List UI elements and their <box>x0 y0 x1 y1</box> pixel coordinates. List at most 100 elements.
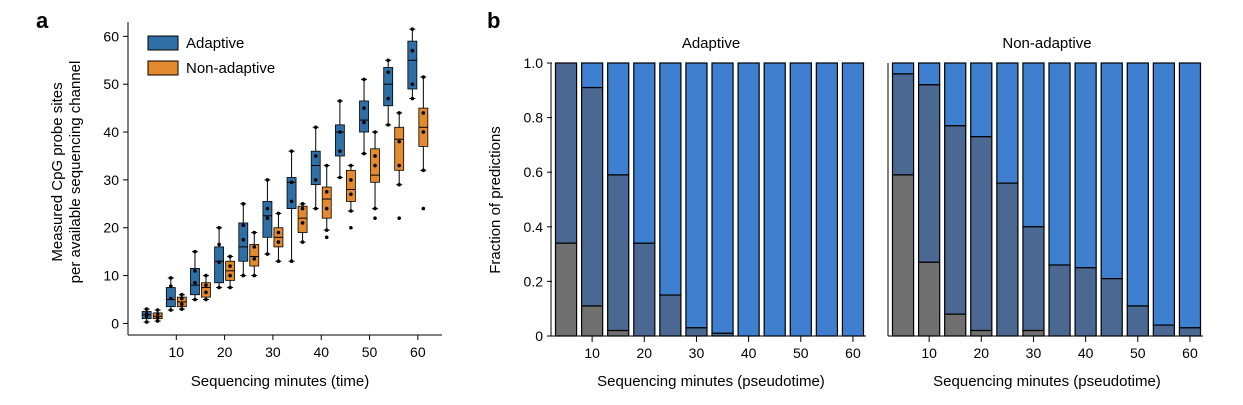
adaptive-bar-top-segment <box>841 62 865 337</box>
non-adaptive-bar-middle-segment <box>1178 327 1202 337</box>
adaptive-point <box>193 249 197 254</box>
adaptive-point <box>169 308 173 312</box>
adaptive-point <box>169 284 173 288</box>
panel-letter-a: a <box>36 8 49 33</box>
non-adaptive-bar-middle-segment <box>891 73 915 176</box>
non-adaptive-box <box>321 186 332 219</box>
stacked-bar-panel: Fraction of predictions Adaptive Non-ada… <box>487 35 1203 390</box>
adaptive-point <box>144 320 149 324</box>
adaptive-point <box>241 237 246 242</box>
boxplot-y-tick-label: 30 <box>103 172 119 188</box>
boxplot-y-tick-label: 20 <box>103 220 119 236</box>
adaptive-point <box>313 178 318 182</box>
adaptive-bar-top-segment <box>711 62 734 334</box>
stacked-bar-y-tick-label: 0.2 <box>524 273 544 289</box>
adaptive-point <box>144 307 149 311</box>
adaptive-point <box>386 123 390 127</box>
non-adaptive-point <box>300 240 305 244</box>
adaptive-box <box>383 67 394 107</box>
adaptive-point <box>362 77 366 82</box>
non-adaptive-bar-top-segment <box>996 62 1019 184</box>
adaptive-point <box>265 252 270 256</box>
adaptive-point <box>362 151 366 156</box>
non-adaptive-point <box>252 257 257 261</box>
adaptive-bar-middle-segment <box>554 62 578 244</box>
boxplot-x-tick-label: 30 <box>265 344 281 360</box>
adaptive-bar-top-segment <box>580 62 604 89</box>
adaptive-point <box>217 225 221 230</box>
non-adaptive-bar-top-segment <box>944 62 967 127</box>
non-adaptive-point <box>276 211 281 216</box>
non-adaptive-box <box>249 244 260 267</box>
adaptive-box <box>286 177 297 210</box>
adaptive-x-tick-label: 40 <box>741 345 757 361</box>
adaptive-bar-middle-segment <box>607 174 630 332</box>
non-adaptive-point <box>300 202 305 206</box>
adaptive-bar-top-segment <box>815 62 839 337</box>
adaptive-bar-top-segment <box>659 62 682 296</box>
adaptive-point <box>169 296 173 301</box>
adaptive-point <box>217 242 221 247</box>
adaptive-bar-middle-segment <box>633 242 656 337</box>
non-adaptive-bar-middle-segment <box>996 182 1019 337</box>
non-adaptive-point <box>300 221 305 225</box>
non-adaptive-x-tick-label: 10 <box>921 345 937 361</box>
non-adaptive-bar-bottom-segment <box>917 261 941 337</box>
stacked-bar-y-tick-label: 0.8 <box>524 110 544 126</box>
non-adaptive-outlier <box>349 225 353 230</box>
non-adaptive-bar-top-segment <box>970 62 993 138</box>
non-adaptive-point <box>276 240 281 244</box>
non-adaptive-bar-top-segment <box>1100 62 1123 280</box>
non-adaptive-point <box>228 264 232 268</box>
adaptive-point <box>193 269 197 273</box>
adaptive-bar-top-segment <box>607 62 630 176</box>
non-adaptive-point <box>373 130 377 134</box>
adaptive-bar-middle-segment <box>711 332 734 337</box>
adaptive-point <box>265 178 270 182</box>
adaptive-bar-middle-segment <box>659 294 682 337</box>
boxplot-x-tick-label: 50 <box>362 344 378 360</box>
non-adaptive-point <box>373 163 377 168</box>
adaptive-point <box>265 216 270 220</box>
adaptive-box <box>310 150 321 186</box>
boxplot-x-tick-label: 40 <box>313 344 329 360</box>
adaptive-point <box>289 149 294 153</box>
legend-swatch-non-adaptive <box>147 60 179 76</box>
adaptive-point <box>362 120 366 125</box>
non-adaptive-bar-top-segment <box>891 62 915 75</box>
adaptive-x-tick-label: 30 <box>689 345 705 361</box>
panel-letter-b: b <box>487 8 500 33</box>
non-adaptive-point <box>155 312 160 316</box>
non-adaptive-outlier <box>397 216 401 220</box>
non-adaptive-point <box>155 319 160 323</box>
non-adaptive-point <box>397 163 401 168</box>
non-adaptive-point <box>276 230 281 235</box>
adaptive-point <box>289 180 294 185</box>
adaptive-x-tick-label: 50 <box>793 345 809 361</box>
non-adaptive-point <box>373 206 377 211</box>
adaptive-point <box>289 199 294 204</box>
non-adaptive-point <box>228 254 232 259</box>
non-adaptive-point <box>155 315 160 320</box>
non-adaptive-point <box>204 283 208 287</box>
adaptive-bar-bottom-segment <box>554 242 578 337</box>
adaptive-point <box>338 175 342 180</box>
adaptive-point <box>313 206 318 211</box>
adaptive-bar-top-segment <box>789 62 812 337</box>
non-adaptive-x-tick-label: 30 <box>1026 345 1042 361</box>
non-adaptive-point <box>180 302 184 307</box>
non-adaptive-point <box>180 307 184 311</box>
non-adaptive-bar-top-segment <box>1074 62 1097 269</box>
adaptive-point <box>289 259 294 264</box>
adaptive-box <box>238 222 249 262</box>
subpanel-title-adaptive: Adaptive <box>682 35 740 52</box>
adaptive-box <box>334 124 345 157</box>
adaptive-box <box>407 40 418 90</box>
adaptive-x-axis-label: Sequencing minutes (pseudotime) <box>597 373 825 390</box>
adaptive-bar-top-segment <box>763 62 786 337</box>
non-adaptive-outlier <box>421 206 426 211</box>
non-adaptive-point <box>300 206 305 211</box>
non-adaptive-point <box>155 308 160 312</box>
stacked-bar-y-tick-label: 0.4 <box>524 219 544 235</box>
